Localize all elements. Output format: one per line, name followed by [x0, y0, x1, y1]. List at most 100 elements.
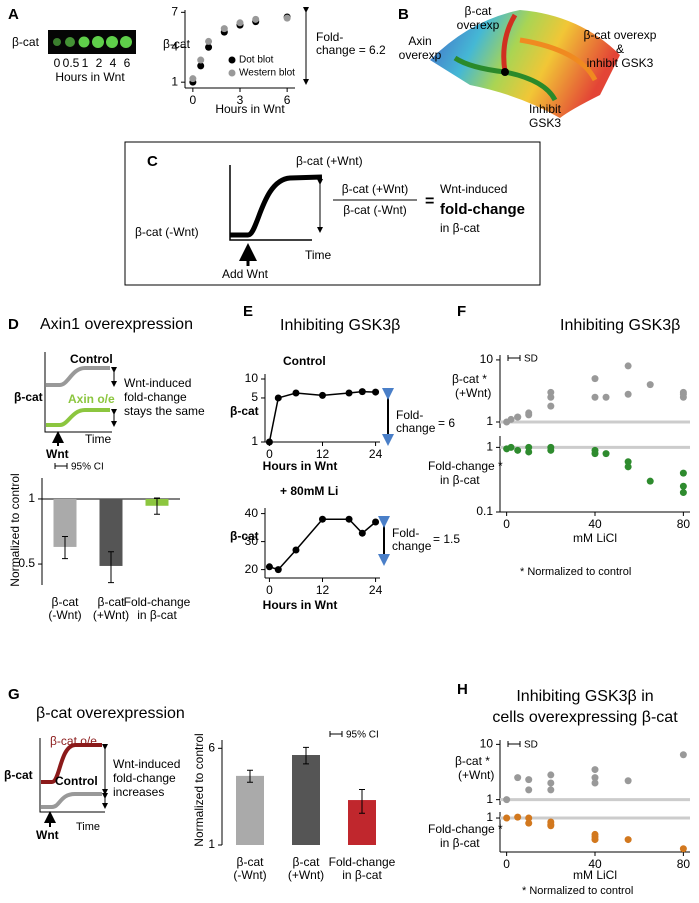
x-tick-label: (-Wnt): [48, 608, 81, 622]
subtitle: Control: [283, 354, 326, 368]
point: [679, 469, 687, 477]
legend-marker: [228, 56, 236, 64]
footnote: * Normalized to control: [520, 566, 631, 578]
b-text: GSK3: [529, 116, 561, 130]
c-text: =: [425, 193, 434, 210]
g-text: increases: [113, 785, 164, 799]
point: [205, 37, 213, 45]
point: [252, 15, 260, 23]
point: [372, 518, 380, 526]
point: [220, 25, 228, 33]
point: [591, 450, 599, 458]
curve: [41, 792, 102, 809]
y-tick-label: 40: [245, 506, 259, 520]
x-tick-label: (+Wnt): [93, 608, 129, 622]
point: [591, 766, 599, 774]
panel-label: C: [147, 153, 158, 170]
x-tick-label: 3: [237, 93, 244, 107]
point: [319, 515, 326, 523]
g-text: Control: [55, 774, 98, 788]
point: [679, 390, 687, 398]
point: [591, 375, 599, 383]
lane-label: 0: [54, 56, 61, 70]
point: [547, 402, 555, 410]
point: [345, 389, 353, 397]
x-tick-label: 12: [316, 447, 330, 461]
legend-symbol: [507, 355, 521, 361]
panel-label: E: [243, 303, 253, 320]
point: [624, 836, 632, 844]
point: [624, 458, 632, 466]
annotation: change = 6.2: [316, 43, 386, 57]
point: [525, 786, 533, 794]
d-text: Control: [70, 352, 113, 366]
path-arrow: [453, 55, 506, 75]
panel-title: Inhibiting GSK3β in: [516, 688, 653, 705]
c-text: Wnt-induced: [440, 182, 507, 196]
y-tick-label: 0.1: [476, 504, 493, 518]
point: [679, 482, 687, 490]
point: [547, 779, 555, 787]
point: [189, 75, 197, 83]
y-tick-label: 7: [171, 5, 178, 19]
annotation: Fold-: [392, 526, 419, 540]
annotation: change: [392, 539, 432, 553]
x-tick-label: 0: [190, 93, 197, 107]
point: [283, 14, 291, 22]
point: [319, 391, 326, 399]
point: [525, 814, 533, 822]
point: [503, 796, 511, 804]
g-text: fold-change: [113, 771, 176, 785]
x-label: mM LiCl: [573, 531, 617, 545]
x-tick-label: in β-cat: [342, 868, 382, 882]
y-tick-label: 1: [28, 491, 35, 505]
x-tick-label: β-cat: [52, 595, 80, 609]
c-text: β-cat (+Wnt): [342, 182, 409, 196]
x-tick-label: 0: [503, 857, 510, 871]
d-text: β-cat: [14, 390, 43, 404]
footnote: * Normalized to control: [522, 885, 633, 897]
legend-text: 95% CI: [71, 462, 104, 473]
d-text: Axin o/e: [68, 392, 115, 406]
y-label: in β-cat: [440, 836, 480, 850]
point: [525, 448, 533, 456]
error-bar: [359, 788, 365, 814]
x-tick-label: 6: [284, 93, 291, 107]
point: [525, 776, 533, 784]
panel-title: Inhibiting GSK3β: [280, 317, 400, 334]
x-tick-label: 0: [266, 583, 273, 597]
subtitle: + 80mM Li: [280, 484, 338, 498]
point: [274, 566, 282, 574]
y-label: β-cat: [230, 404, 259, 418]
y-tick-label: 10: [480, 737, 494, 751]
x-tick-label: 0: [266, 447, 273, 461]
point: [514, 413, 522, 421]
legend-text: SD: [524, 740, 538, 751]
point: [236, 19, 244, 27]
point: [547, 388, 555, 396]
c-text: Add Wnt: [222, 267, 269, 281]
y-label: Fold-change *: [428, 459, 503, 473]
x-tick-label: 12: [316, 583, 330, 597]
point: [624, 463, 632, 471]
axes: [44, 352, 112, 433]
legend-text: 95% CI: [346, 730, 379, 741]
legend-symbol: [329, 731, 343, 737]
y-label: Fold-change *: [428, 822, 503, 836]
point: [624, 390, 632, 398]
panel-label: B: [398, 6, 409, 23]
d-text: Time: [85, 432, 112, 446]
annotation: change: [396, 421, 436, 435]
error-bar: [303, 746, 309, 765]
point: [292, 389, 300, 397]
point: [274, 394, 282, 402]
b-text: β-cat: [465, 4, 493, 18]
c-text: β-cat (-Wnt): [343, 203, 407, 217]
point: [525, 819, 533, 827]
point: [514, 813, 522, 821]
g-text: Wnt-induced: [113, 757, 180, 771]
point: [591, 774, 599, 782]
y-label: (+Wnt): [458, 768, 494, 782]
b-text: overexp: [399, 48, 442, 62]
